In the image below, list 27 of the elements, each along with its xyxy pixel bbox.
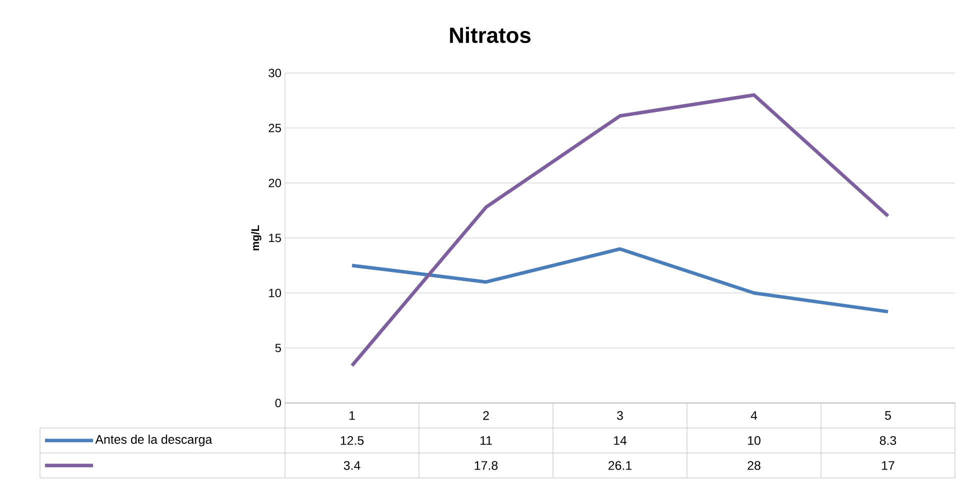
data-label: 14 xyxy=(614,436,627,445)
y-tick-label: 10 xyxy=(269,288,282,298)
data-label: 17 xyxy=(882,461,894,470)
x-tick-label: 3 xyxy=(617,411,623,420)
data-label: 17.8 xyxy=(474,461,498,470)
x-tick-label: 4 xyxy=(750,411,758,420)
x-tick-label: 2 xyxy=(483,411,489,420)
data-label: 12.5 xyxy=(340,436,364,445)
data-label: 10 xyxy=(748,436,760,445)
data-label: 3.4 xyxy=(344,461,360,470)
data-label: 26.1 xyxy=(608,461,632,470)
y-tick-label: 15 xyxy=(269,234,281,242)
line-series xyxy=(350,93,890,368)
y-tick-label: 25 xyxy=(268,124,281,132)
data-label: 8.3 xyxy=(880,436,896,445)
y-tick-label: 5 xyxy=(275,344,281,352)
y-tick-label: 0 xyxy=(275,398,282,408)
chart-title: Nitratos xyxy=(450,26,531,44)
x-tick-label: 1 xyxy=(349,411,355,420)
x-tick-label: 5 xyxy=(885,411,891,420)
data-label: 28 xyxy=(748,461,760,470)
line-series xyxy=(350,247,890,314)
legend-label: Antes de la descarga xyxy=(95,434,212,446)
y-tick-label: 20 xyxy=(268,178,282,188)
y-tick-label: 30 xyxy=(268,68,282,78)
data-label: 11 xyxy=(480,436,492,445)
y-axis-title: mg/L xyxy=(251,225,262,250)
